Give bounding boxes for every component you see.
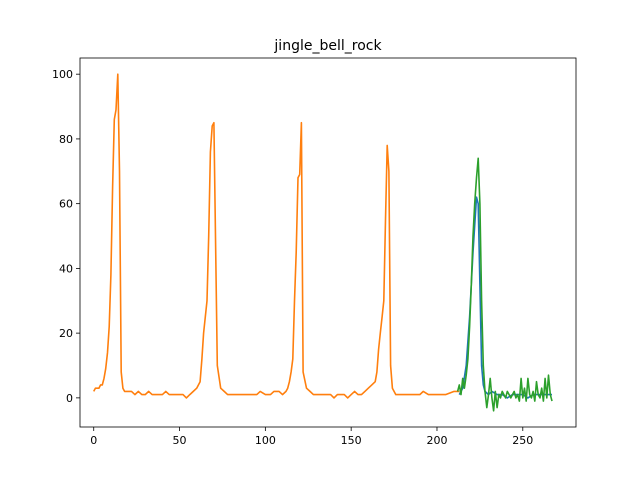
x-tick-label: 200 xyxy=(426,434,447,447)
x-axis: 0 50 100 150 200 250 xyxy=(90,427,533,447)
y-tick-label: 60 xyxy=(59,198,73,211)
plot-frame xyxy=(79,57,577,428)
x-tick-label: 50 xyxy=(173,434,187,447)
series-line-2 xyxy=(92,73,460,399)
y-tick-label: 40 xyxy=(59,262,73,275)
y-axis: 0 20 40 60 80 100 xyxy=(52,68,80,405)
y-tick-label: 100 xyxy=(52,68,73,81)
y-tick-label: 80 xyxy=(59,133,73,146)
chart-title: jingle_bell_rock xyxy=(273,38,382,54)
series-line-3 xyxy=(456,157,553,412)
x-tick-label: 100 xyxy=(255,434,276,447)
y-tick-label: 0 xyxy=(66,392,73,405)
x-tick-label: 0 xyxy=(90,434,97,447)
y-tick-label: 20 xyxy=(59,327,73,340)
series-layer xyxy=(92,73,553,412)
x-tick-label: 150 xyxy=(341,434,362,447)
x-tick-label: 250 xyxy=(512,434,533,447)
